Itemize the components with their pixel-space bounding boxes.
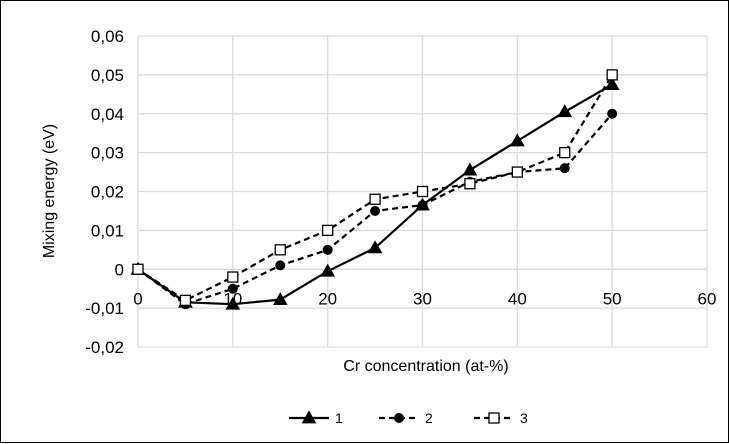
y-tick-label: 0,06 (91, 27, 124, 46)
y-tick-label: 0,01 (91, 221, 124, 240)
series-3-point (416, 185, 429, 198)
series-3-point (511, 166, 523, 178)
series-3-point (559, 146, 571, 159)
legend-label-3: 3 (520, 410, 528, 426)
series-3-point (322, 224, 334, 237)
series-2-point (559, 163, 570, 174)
series-markers (130, 69, 620, 310)
series-2-point (417, 200, 428, 211)
x-tick-label: 10 (223, 289, 242, 308)
y-tick-label: 0 (115, 260, 124, 279)
series-2-point (607, 108, 618, 119)
series-3-point (274, 244, 286, 256)
legend-label-1: 1 (335, 410, 343, 426)
series-1-point (509, 133, 525, 147)
series-1-point (225, 296, 241, 310)
legend-marker-1 (301, 410, 317, 424)
series-3-point (179, 294, 192, 307)
series-1-point (320, 263, 336, 277)
x-tick-label: 30 (413, 289, 432, 308)
legend-marker-3 (488, 412, 500, 424)
series-3-point (132, 263, 144, 275)
series-1-point (462, 162, 478, 176)
y-tick-label: -0,02 (85, 338, 124, 357)
series-1-point (604, 77, 620, 90)
y-tick-label: 0,04 (91, 105, 124, 124)
series-2-point (322, 244, 333, 255)
y-tick-label: -0,01 (85, 299, 124, 318)
x-tick-label: 50 (603, 289, 622, 308)
legend-label-2: 2 (425, 410, 433, 426)
series-3-line (137, 74, 614, 302)
x-tick-label: 40 (508, 289, 527, 308)
y-axis-title: Mixing energy (eV) (41, 124, 58, 258)
x-tick-label: 20 (318, 289, 337, 308)
series-1-point (557, 104, 573, 118)
tick-labels: -0,02 -0,01 0 0,01 0,02 0,03 0,04 0,05 0,06 0 10 20… (85, 27, 716, 357)
series-1-point (367, 240, 383, 254)
x-tick-label: 60 (698, 289, 717, 308)
series-2-point (370, 205, 381, 216)
series-2-point (227, 283, 238, 294)
series-3-point (464, 178, 476, 190)
series-3-point (369, 193, 381, 205)
series-3-point (606, 69, 618, 81)
series-2-point (275, 260, 286, 271)
series-1-point (272, 292, 288, 305)
series-3-point (227, 271, 239, 283)
y-tick-label: 0,02 (91, 183, 124, 202)
x-tick-label: 0 (133, 289, 142, 308)
x-axis-title: Cr concentration (at-%) (343, 358, 508, 375)
legend-marker-2 (394, 413, 404, 423)
y-tick-label: 0,05 (91, 66, 124, 85)
legend: 1 2 3 (289, 410, 528, 426)
y-tick-label: 0,03 (91, 144, 124, 163)
